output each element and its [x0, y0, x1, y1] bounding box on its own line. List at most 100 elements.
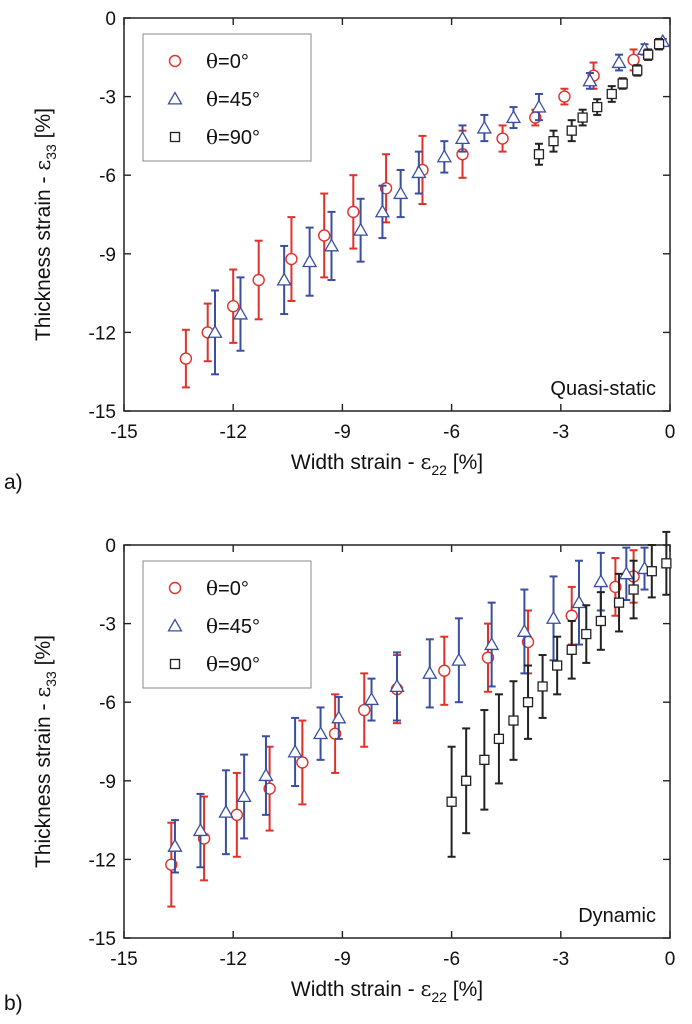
data-point-triangle — [331, 710, 347, 724]
data-point-square — [446, 796, 457, 807]
data-point-circle — [226, 300, 240, 313]
y-tick-label: -9 — [99, 772, 116, 793]
data-point-triangle — [389, 678, 405, 693]
x-tick-label: 0 — [665, 422, 676, 443]
data-point-triangle — [218, 804, 234, 818]
data-point-square — [653, 39, 665, 50]
legend-label: θ=90° — [206, 125, 260, 149]
data-point-circle — [347, 205, 360, 219]
legend-marker-circle — [168, 581, 182, 595]
data-point-square — [522, 697, 534, 708]
legend: θ=0° θ=45° θ=90° — [142, 560, 312, 689]
plot-frame — [123, 544, 671, 939]
data-point-triangle — [312, 725, 329, 740]
y-tick-label: 0 — [105, 9, 116, 30]
series-square — [533, 37, 665, 166]
x-axis-title: Width strain - ε22 [%] — [291, 977, 483, 1005]
data-point-square — [628, 584, 639, 595]
data-point-triangle — [363, 691, 380, 706]
data-point-square — [595, 615, 606, 627]
data-point-triangle — [476, 120, 492, 134]
data-point-square — [533, 149, 545, 160]
data-point-triangle — [505, 109, 522, 124]
data-point-triangle — [618, 566, 634, 580]
data-point-triangle — [393, 185, 409, 200]
panel-label: b) — [4, 992, 23, 1015]
data-point-triangle — [531, 99, 547, 113]
data-point-square — [581, 628, 592, 640]
data-point-triangle — [287, 744, 303, 758]
data-point-triangle — [236, 788, 252, 803]
legend-marker-circle — [168, 54, 182, 68]
x-tick-label: -6 — [443, 422, 460, 443]
data-point-triangle — [611, 54, 627, 69]
data-point-triangle — [352, 222, 369, 236]
data-point-square — [537, 681, 548, 692]
data-point-circle — [179, 352, 193, 365]
series-triangle — [167, 546, 653, 874]
data-point-triangle — [484, 636, 500, 651]
data-point-triangle — [593, 573, 609, 588]
data-point-square — [646, 566, 657, 577]
data-point-triangle — [454, 130, 471, 145]
data-point-triangle — [571, 594, 587, 609]
data-point-square — [552, 660, 563, 671]
data-point-square — [577, 112, 588, 123]
data-point-triangle — [582, 73, 598, 87]
data-point-square — [613, 597, 625, 608]
data-point-square — [508, 715, 519, 726]
data-point-square — [566, 125, 577, 136]
data-point-triangle — [276, 272, 292, 286]
data-point-circle — [627, 53, 640, 67]
series-square — [446, 530, 672, 858]
data-point-triangle — [436, 149, 452, 163]
legend-marker-square — [169, 658, 181, 670]
data-point-circle — [296, 756, 309, 769]
x-tick-label: -15 — [110, 949, 137, 970]
data-point-circle — [358, 703, 371, 717]
data-point-square — [548, 135, 559, 147]
legend-label: θ=90° — [206, 652, 260, 676]
data-point-triangle — [516, 623, 533, 637]
data-point-triangle — [323, 238, 340, 252]
y-tick-label: 0 — [105, 536, 116, 557]
data-point-circle — [438, 664, 451, 677]
data-point-circle — [496, 132, 509, 145]
data-point-triangle — [232, 306, 249, 320]
condition-label: Dynamic — [578, 905, 656, 927]
legend-marker-triangle — [167, 91, 183, 105]
data-point-square — [479, 754, 490, 765]
x-tick-label: -12 — [219, 949, 246, 970]
legend-label: θ=45° — [206, 614, 260, 638]
x-axis-title: Width strain - ε22 [%] — [291, 450, 483, 478]
y-axis-title: Thickness strain - ε33 [%] — [31, 108, 59, 341]
data-point-square — [461, 775, 472, 786]
legend-marker-triangle — [167, 618, 183, 632]
x-tick-label: 0 — [665, 949, 676, 970]
y-tick-label: -12 — [89, 850, 116, 871]
data-point-triangle — [258, 767, 274, 782]
legend: θ=0° θ=45° θ=90° — [142, 33, 312, 162]
y-tick-label: -15 — [89, 929, 116, 950]
data-point-square — [592, 101, 603, 113]
series-triangle — [207, 33, 671, 376]
data-point-square — [661, 558, 672, 569]
panel-label: a) — [4, 471, 23, 494]
data-point-triangle — [451, 652, 467, 666]
y-tick-label: -9 — [99, 245, 116, 266]
x-tick-label: -12 — [219, 422, 246, 443]
data-point-square — [632, 65, 643, 76]
legend-marker-square — [169, 131, 181, 143]
x-tick-label: -15 — [110, 422, 137, 443]
data-point-circle — [318, 229, 331, 242]
y-tick-label: -6 — [99, 693, 116, 714]
data-point-triangle — [167, 838, 183, 852]
data-point-triangle — [302, 253, 318, 268]
condition-label: Quasi-static — [550, 378, 656, 400]
legend-label: θ=45° — [206, 87, 260, 111]
data-point-circle — [285, 252, 298, 266]
data-point-circle — [558, 90, 571, 103]
y-tick-label: -3 — [99, 615, 116, 636]
